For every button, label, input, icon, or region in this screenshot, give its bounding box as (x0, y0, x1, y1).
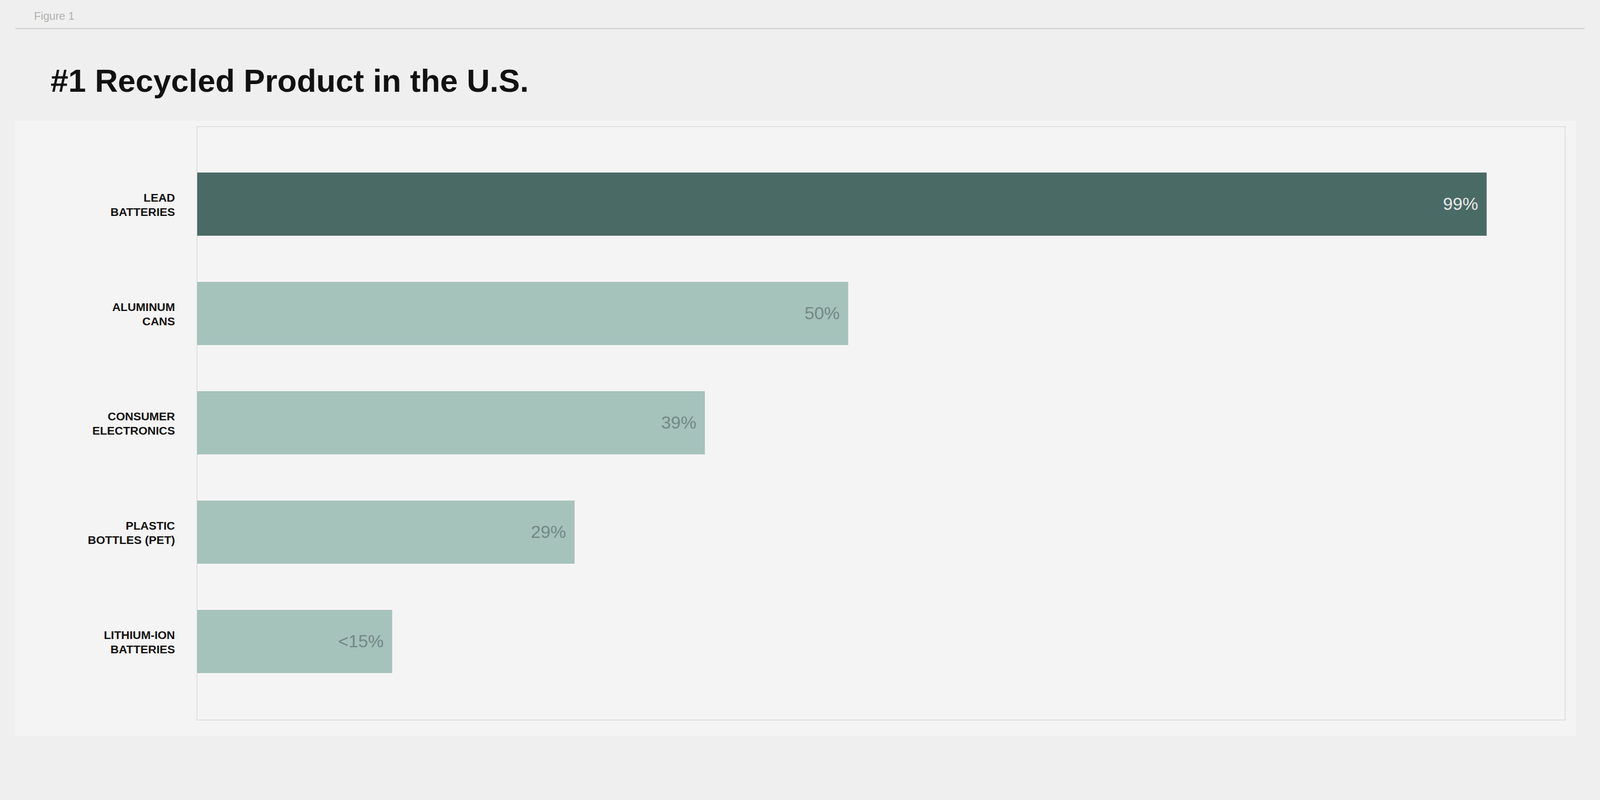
svg-text:CONSUMERELECTRONICS: CONSUMERELECTRONICS (92, 409, 176, 437)
svg-text:29%: 29% (530, 521, 566, 542)
svg-text:99%: 99% (1442, 193, 1479, 214)
svg-text:<15%: <15% (337, 631, 384, 652)
svg-text:LEADBATTERIES: LEADBATTERIES (110, 191, 175, 218)
svg-text:39%: 39% (660, 412, 697, 433)
svg-text:PLASTICBOTTLES (PET): PLASTICBOTTLES (PET) (87, 519, 176, 546)
svg-text:50%: 50% (804, 303, 840, 324)
svg-text:LITHIUM-IONBATTERIES: LITHIUM-IONBATTERIES (103, 628, 175, 655)
svg-text:ALUMINUMCANS: ALUMINUMCANS (112, 300, 175, 327)
html-text:Figure 1: Figure 1 (34, 9, 75, 22)
html-text:#1 Recycled Product in the U.S: #1 Recycled Product in the U.S. (50, 62, 529, 99)
